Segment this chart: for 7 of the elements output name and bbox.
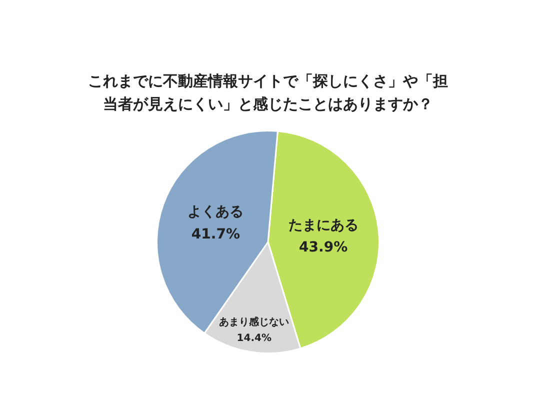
- slice-label: たまにある: [288, 217, 358, 234]
- slice-label: あまり感じない: [219, 316, 290, 328]
- data-label: 41.7%: [191, 226, 240, 243]
- data-label: 43.9%: [299, 240, 348, 256]
- chart-title: これまでに不動産情報サイトで「探しにくさ」や「担当者が見えにくい」と感じたことはありますか？: [87, 71, 449, 114]
- slice-label: よくある: [188, 204, 244, 220]
- data-label: 14.4%: [236, 333, 272, 344]
